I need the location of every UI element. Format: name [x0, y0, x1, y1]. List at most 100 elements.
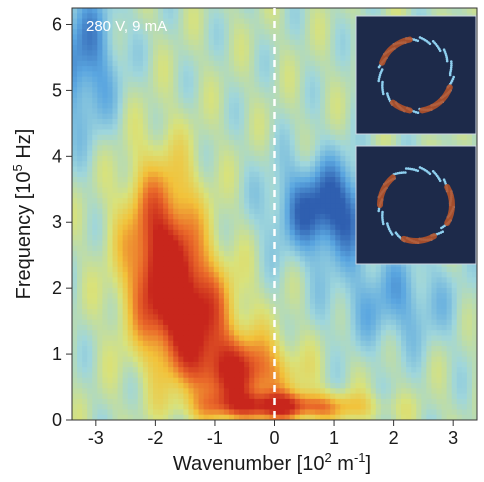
heatmap-cell	[158, 277, 164, 284]
heatmap-cell	[239, 140, 245, 146]
heatmap-cell	[72, 18, 78, 25]
heatmap-cell	[254, 198, 260, 205]
heatmap-cell	[228, 177, 235, 183]
heatmap-cell	[340, 282, 346, 289]
heatmap-cell	[168, 166, 174, 173]
heatmap-cell	[117, 229, 124, 236]
heatmap-cell	[335, 34, 341, 41]
heatmap-cell	[112, 319, 119, 326]
heatmap-cell	[335, 256, 341, 263]
heatmap-cell	[274, 309, 281, 315]
heatmap-cell	[279, 235, 286, 242]
heatmap-cell	[375, 330, 382, 337]
heatmap-cell	[345, 50, 352, 57]
heatmap-cell	[92, 240, 98, 247]
heatmap-cell	[158, 129, 164, 136]
heatmap-cell	[320, 150, 326, 157]
heatmap-cell	[198, 39, 205, 46]
heatmap-cell	[259, 287, 265, 294]
heatmap-cell	[147, 250, 154, 257]
heatmap-cell	[117, 44, 124, 51]
heatmap-cell	[218, 330, 225, 337]
heatmap-cell	[102, 50, 109, 57]
heatmap-cell	[92, 155, 98, 162]
heatmap-cell	[198, 266, 205, 273]
heatmap-cell	[289, 272, 296, 278]
heatmap-cell	[299, 140, 306, 146]
heatmap-cell	[269, 87, 276, 94]
heatmap-cell	[142, 298, 149, 305]
heatmap-cell	[223, 266, 230, 273]
heatmap-cell	[436, 324, 443, 331]
heatmap-cell	[340, 177, 346, 183]
heatmap-cell	[127, 229, 134, 236]
heatmap-cell	[72, 166, 78, 173]
heatmap-cell	[198, 208, 205, 215]
heatmap-cell	[183, 335, 190, 342]
heatmap-cell	[284, 97, 291, 104]
heatmap-cell	[208, 187, 215, 194]
heatmap-cell	[330, 330, 336, 337]
heatmap-cell	[320, 129, 326, 136]
heatmap-cell	[92, 245, 98, 252]
heatmap-cell	[289, 277, 296, 284]
heatmap-cell	[72, 298, 78, 305]
heatmap-cell	[198, 66, 205, 72]
heatmap-cell	[173, 81, 179, 88]
heatmap-cell	[325, 266, 331, 273]
heatmap-cell	[208, 66, 215, 72]
heatmap-cell	[142, 314, 149, 321]
heatmap-cell	[269, 161, 276, 168]
heatmap-cell	[142, 266, 149, 273]
heatmap-cell	[436, 282, 443, 289]
heatmap-cell	[234, 272, 240, 278]
heatmap-cell	[82, 293, 88, 300]
heatmap-cell	[178, 314, 184, 321]
heatmap-cell	[97, 187, 103, 194]
heatmap-cell	[299, 187, 306, 194]
heatmap-cell	[396, 319, 402, 326]
heatmap-cell	[92, 182, 98, 189]
heatmap-cell	[163, 29, 169, 36]
heatmap-cell	[269, 50, 276, 57]
heatmap-cell	[153, 298, 159, 305]
heatmap-cell	[228, 272, 235, 278]
heatmap-cell	[330, 219, 336, 226]
heatmap-cell	[284, 229, 291, 236]
heatmap-cell	[122, 113, 129, 120]
heatmap-cell	[264, 314, 271, 321]
heatmap-cell	[218, 118, 225, 125]
heatmap-cell	[274, 203, 281, 210]
heatmap-cell	[309, 282, 316, 289]
heatmap-cell	[436, 266, 443, 273]
heatmap-cell	[340, 261, 346, 268]
heatmap-cell	[188, 298, 195, 305]
heatmap-cell	[264, 150, 271, 157]
heatmap-cell	[269, 108, 276, 115]
heatmap-cell	[259, 261, 265, 268]
heatmap-cell	[274, 171, 281, 178]
heatmap-cell	[213, 219, 220, 226]
heatmap-cell	[218, 39, 225, 46]
heatmap-cell	[112, 81, 119, 88]
heatmap-cell	[315, 60, 321, 67]
heatmap-cell	[178, 87, 184, 94]
heatmap-cell	[92, 314, 98, 321]
heatmap-cell	[193, 266, 200, 273]
heatmap-cell	[173, 224, 179, 231]
heatmap-cell	[77, 208, 83, 215]
heatmap-cell	[82, 18, 88, 25]
heatmap-cell	[264, 155, 271, 162]
heatmap-cell	[249, 192, 255, 199]
heatmap-cell	[340, 330, 346, 337]
heatmap-cell	[269, 293, 276, 300]
heatmap-cell	[269, 198, 276, 205]
heatmap-cell	[406, 140, 412, 146]
heatmap-cell	[132, 76, 139, 83]
heatmap-cell	[77, 298, 83, 305]
heatmap-cell	[137, 319, 144, 326]
heatmap-cell	[122, 60, 129, 67]
heatmap-cell	[173, 124, 179, 131]
heatmap-cell	[228, 198, 235, 205]
heatmap-cell	[335, 266, 341, 273]
